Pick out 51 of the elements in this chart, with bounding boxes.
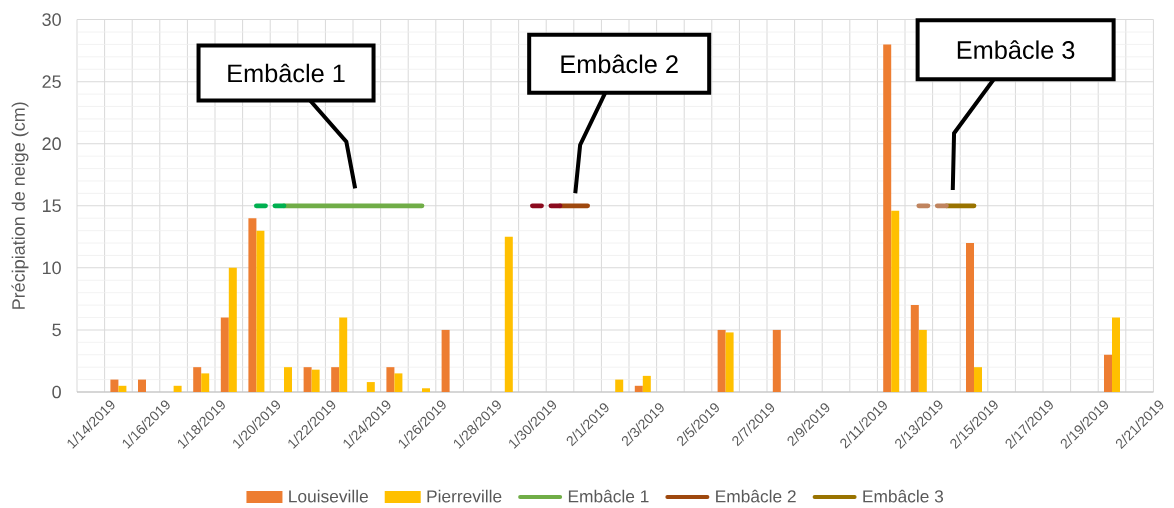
bar — [918, 329, 927, 392]
bar — [974, 367, 982, 392]
annotation: Embâcle 1 — [228, 63, 345, 83]
bar — [331, 367, 340, 392]
bar — [394, 373, 403, 392]
bar — [1112, 317, 1121, 392]
bar — [311, 369, 320, 392]
y-tick-label: 20 — [42, 137, 61, 151]
bar — [138, 379, 147, 392]
bar — [1104, 354, 1112, 392]
bar — [883, 44, 892, 392]
bar — [248, 218, 257, 392]
bar — [910, 305, 919, 392]
bar — [441, 329, 450, 392]
bar — [284, 367, 293, 392]
bar — [717, 329, 726, 392]
bar — [173, 385, 182, 392]
bar — [725, 332, 734, 392]
bar — [966, 243, 975, 392]
bar — [891, 210, 900, 392]
y-tick-label: 10 — [42, 261, 61, 275]
bar — [422, 388, 430, 392]
annotation: Embâcle 3 — [957, 40, 1075, 60]
bar — [193, 367, 202, 392]
legend-label: Pierreville — [427, 489, 502, 503]
y-tick-label: 30 — [42, 13, 61, 26]
bar — [303, 367, 312, 392]
legend-label: Embâcle 2 — [716, 489, 796, 503]
y-tick-label: 25 — [42, 75, 61, 89]
bar — [256, 230, 265, 392]
bar — [201, 373, 210, 392]
bar — [615, 379, 624, 392]
bar — [386, 367, 395, 392]
y-axis-title: Précipiation de neige (cm) — [11, 102, 29, 309]
bar — [228, 267, 237, 392]
legend-label: Louiseville — [289, 489, 368, 503]
bar — [366, 382, 375, 392]
legend-label: Embâcle 3 — [863, 489, 944, 503]
y-tick-label: 5 — [52, 323, 61, 337]
y-tick-label: 15 — [42, 199, 61, 213]
bar — [772, 329, 781, 392]
bar — [339, 317, 348, 392]
legend-label: Embâcle 1 — [568, 489, 649, 503]
y-tick-label: 0 — [52, 385, 61, 399]
annotation: Embâcle 2 — [561, 54, 678, 74]
bar — [504, 236, 513, 392]
bar — [642, 375, 651, 392]
bar — [220, 317, 229, 392]
bar — [634, 385, 643, 392]
bar — [110, 379, 119, 392]
bar — [118, 385, 127, 392]
